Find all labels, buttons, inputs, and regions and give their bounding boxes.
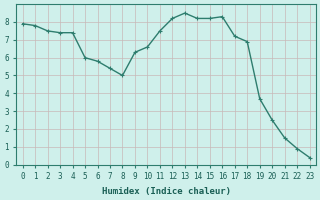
- X-axis label: Humidex (Indice chaleur): Humidex (Indice chaleur): [102, 187, 231, 196]
